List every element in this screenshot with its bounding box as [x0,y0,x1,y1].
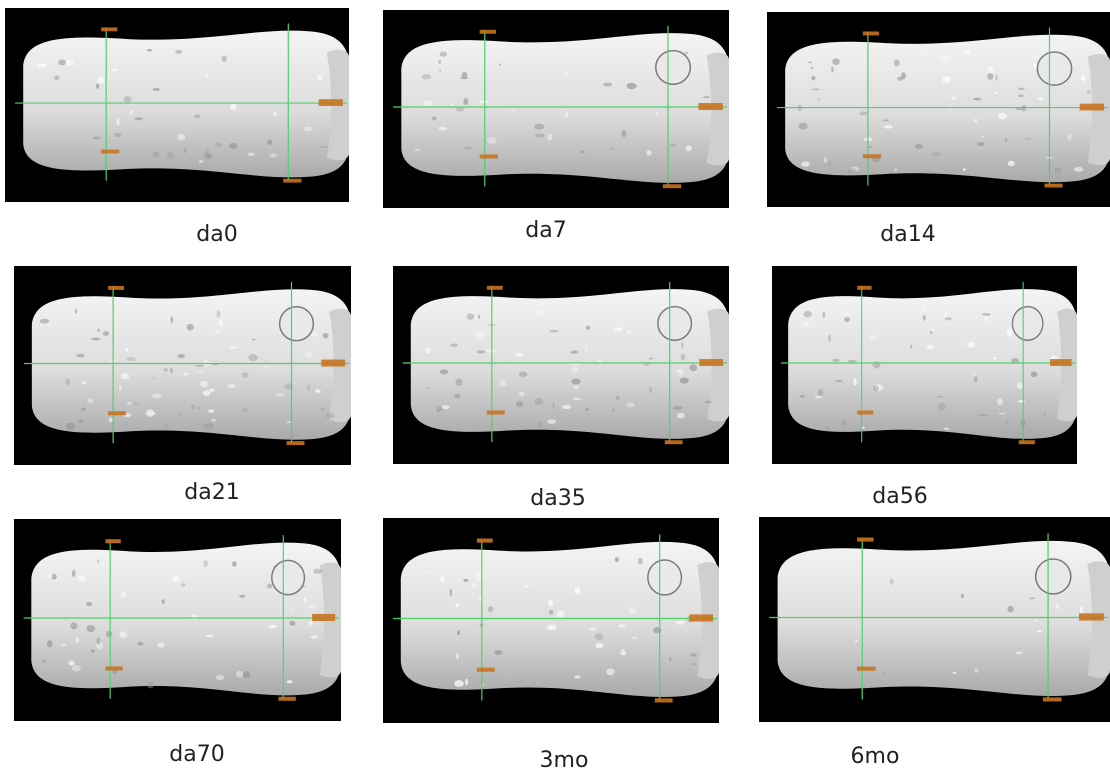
scan-panel-da56 [772,266,1077,464]
bone-body [400,541,719,698]
scan-panel-da21 [14,266,351,465]
bone-body [23,30,349,178]
bone-render-da21 [23,281,351,446]
scan-panel-da35 [393,266,729,464]
bone-body [31,289,351,440]
bone-body [785,34,1110,183]
bone-body [31,542,341,696]
panel-label-da14: da14 [880,222,936,247]
bone-render-da56 [780,281,1077,445]
panel-label-3mo: 3mo [539,748,589,773]
bone-render-da35 [402,281,729,445]
scan-panel-3mo [383,518,719,723]
bone-render-da70 [23,535,341,701]
panel-label-da0: da0 [196,222,238,247]
bone-render-6mo [769,533,1110,702]
scan-panel-da14 [767,12,1110,207]
panel-label-da7: da7 [525,218,567,243]
bone-render-da7 [393,25,729,189]
panel-label-da70: da70 [169,742,225,767]
panel-label-da56: da56 [872,484,928,509]
bone-render-da14 [777,27,1110,188]
bone-body [788,289,1077,439]
bone-render-da0 [15,23,349,183]
panel-label-da35: da35 [530,486,586,511]
scan-panel-6mo [759,517,1110,722]
scan-panel-da70 [14,519,341,721]
panel-label-6mo: 6mo [850,744,900,769]
scan-panel-da0 [5,8,349,202]
bone-body [410,289,729,439]
bone-render-3mo [392,534,719,703]
bone-body [777,540,1110,697]
bone-body [401,33,729,183]
panel-label-da21: da21 [184,480,240,505]
scan-panel-da7 [383,10,729,208]
